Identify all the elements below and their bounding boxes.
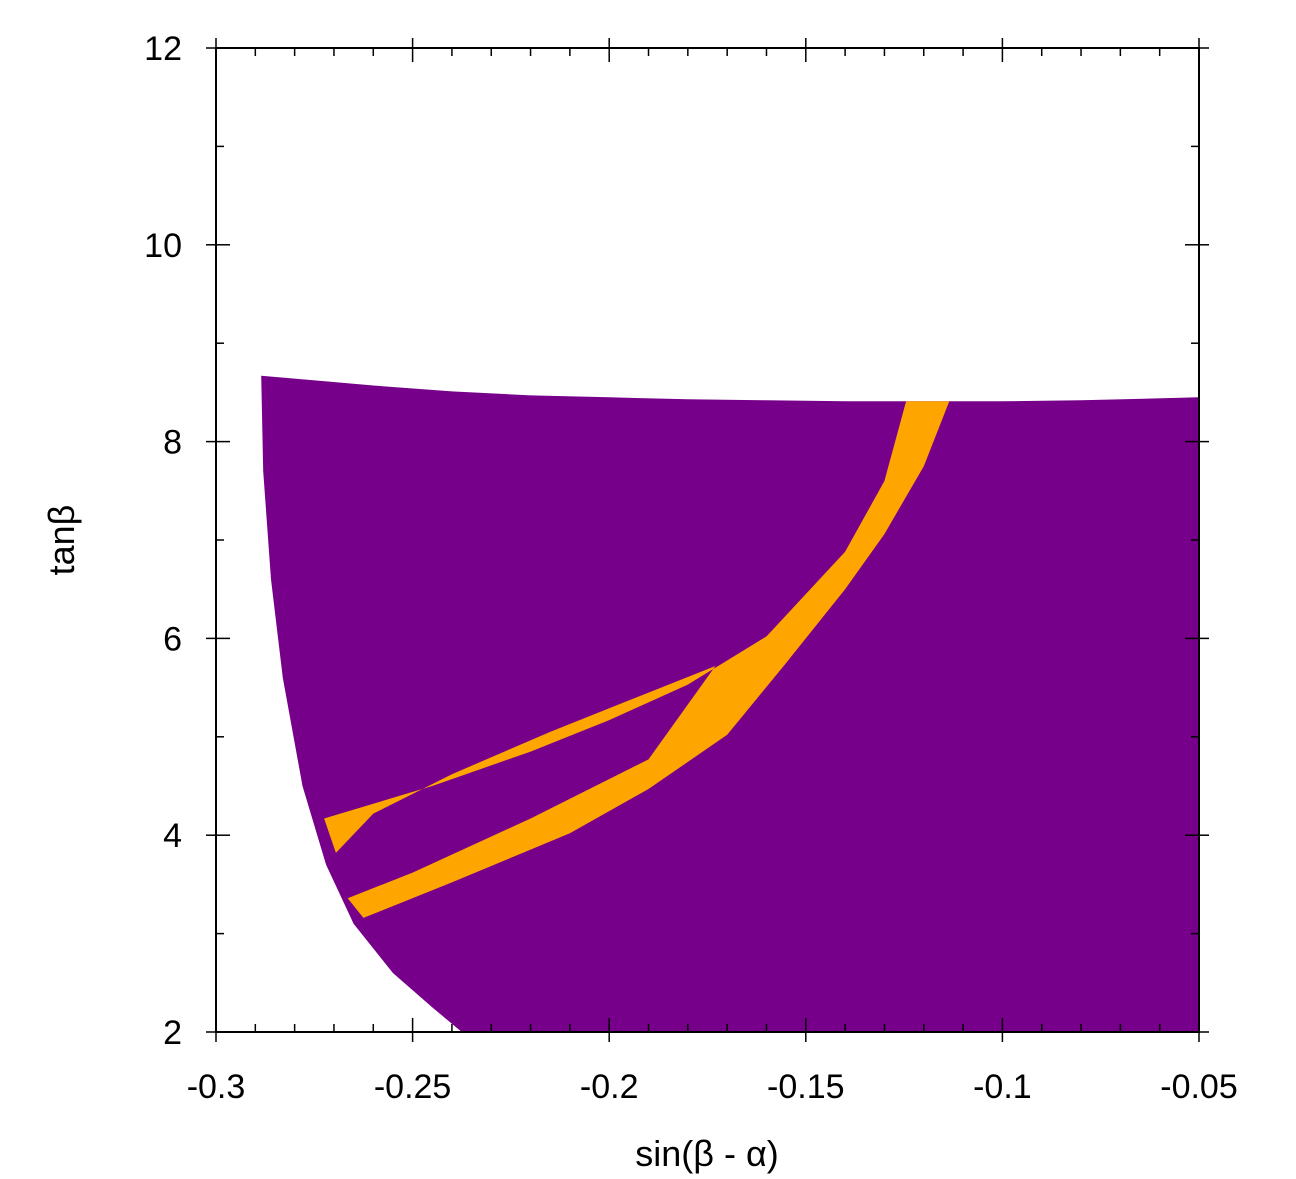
y-tick-label: 10 <box>144 227 182 265</box>
x-tick-label: -0.05 <box>1160 1068 1238 1106</box>
y-tick-label: 8 <box>163 424 182 462</box>
x-tick-label: -0.15 <box>767 1068 845 1106</box>
x-tick-label: -0.2 <box>580 1068 639 1106</box>
y-tick-label: 6 <box>163 620 182 658</box>
plot-frame <box>215 47 1200 1033</box>
x-axis-title: sin(β - α) <box>635 1133 779 1174</box>
y-tick-label: 2 <box>163 1014 182 1052</box>
plot-regions <box>261 375 1199 1032</box>
x-tick-label: -0.3 <box>187 1068 246 1106</box>
x-tick-label: -0.25 <box>374 1068 452 1106</box>
y-tick-label: 4 <box>163 817 182 855</box>
y-tick-label: 12 <box>144 30 182 68</box>
tick-labels: -0.3 -0.25 -0.2 -0.15 -0.1 -0.05 2 4 6 8 10 12 <box>144 30 1238 1106</box>
y-axis-title: tanβ <box>41 505 82 576</box>
x-tick-label: -0.1 <box>973 1068 1032 1106</box>
